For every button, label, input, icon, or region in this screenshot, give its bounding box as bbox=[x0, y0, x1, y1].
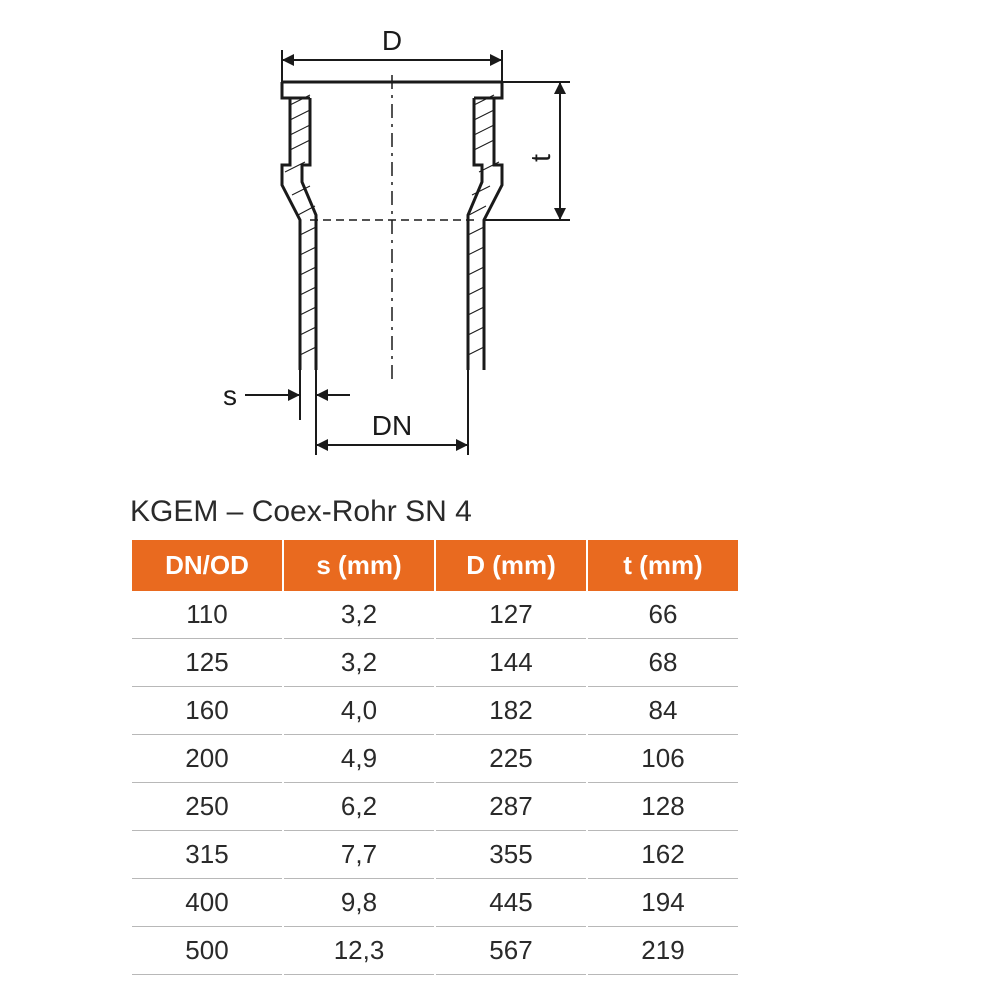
table-cell: 194 bbox=[588, 879, 738, 927]
table-row: 1103,212766 bbox=[132, 591, 738, 639]
table-row: 2506,2287128 bbox=[132, 783, 738, 831]
table-cell: 567 bbox=[436, 927, 586, 975]
table-cell: 84 bbox=[588, 687, 738, 735]
label-D: D bbox=[382, 25, 402, 56]
table-cell: 128 bbox=[588, 783, 738, 831]
label-DN: DN bbox=[372, 410, 412, 441]
table-cell: 66 bbox=[588, 591, 738, 639]
dim-t: t bbox=[484, 82, 570, 220]
table-cell: 6,2 bbox=[284, 783, 434, 831]
table-cell: 106 bbox=[588, 735, 738, 783]
spec-table: DN/ODs (mm)D (mm)t (mm) 1103,2127661253,… bbox=[130, 540, 740, 975]
label-t: t bbox=[525, 154, 556, 162]
dim-s: s bbox=[223, 370, 350, 420]
table-cell: 127 bbox=[436, 591, 586, 639]
pipe-svg: D bbox=[150, 20, 670, 470]
table-header-cell: s (mm) bbox=[284, 540, 434, 591]
table-cell: 500 bbox=[132, 927, 282, 975]
table-body: 1103,2127661253,2144681604,0182842004,92… bbox=[132, 591, 738, 975]
table-cell: 355 bbox=[436, 831, 586, 879]
table-cell: 219 bbox=[588, 927, 738, 975]
table-header-row: DN/ODs (mm)D (mm)t (mm) bbox=[132, 540, 738, 591]
table-row: 1253,214468 bbox=[132, 639, 738, 687]
table-row: 2004,9225106 bbox=[132, 735, 738, 783]
dim-D: D bbox=[282, 25, 502, 82]
table-cell: 3,2 bbox=[284, 591, 434, 639]
table-cell: 68 bbox=[588, 639, 738, 687]
table-cell: 9,8 bbox=[284, 879, 434, 927]
table-cell: 200 bbox=[132, 735, 282, 783]
table-cell: 110 bbox=[132, 591, 282, 639]
table-cell: 4,0 bbox=[284, 687, 434, 735]
table-cell: 287 bbox=[436, 783, 586, 831]
table-cell: 315 bbox=[132, 831, 282, 879]
table-cell: 4,9 bbox=[284, 735, 434, 783]
table-cell: 445 bbox=[436, 879, 586, 927]
table-cell: 400 bbox=[132, 879, 282, 927]
table-row: 50012,3567219 bbox=[132, 927, 738, 975]
table-cell: 162 bbox=[588, 831, 738, 879]
table-cell: 160 bbox=[132, 687, 282, 735]
table-row: 4009,8445194 bbox=[132, 879, 738, 927]
table-cell: 144 bbox=[436, 639, 586, 687]
table-cell: 182 bbox=[436, 687, 586, 735]
table-cell: 7,7 bbox=[284, 831, 434, 879]
table-header-cell: DN/OD bbox=[132, 540, 282, 591]
table-cell: 225 bbox=[436, 735, 586, 783]
table-header-cell: t (mm) bbox=[588, 540, 738, 591]
pipe-diagram: D bbox=[150, 20, 670, 470]
table-cell: 125 bbox=[132, 639, 282, 687]
spec-table-container: DN/ODs (mm)D (mm)t (mm) 1103,2127661253,… bbox=[130, 540, 740, 975]
table-row: 1604,018284 bbox=[132, 687, 738, 735]
table-cell: 12,3 bbox=[284, 927, 434, 975]
table-cell: 250 bbox=[132, 783, 282, 831]
table-header-cell: D (mm) bbox=[436, 540, 586, 591]
table-row: 3157,7355162 bbox=[132, 831, 738, 879]
table-title: KGEM – Coex-Rohr SN 4 bbox=[130, 495, 472, 529]
table-cell: 3,2 bbox=[284, 639, 434, 687]
label-s: s bbox=[223, 380, 237, 411]
dim-DN: DN bbox=[316, 370, 468, 455]
